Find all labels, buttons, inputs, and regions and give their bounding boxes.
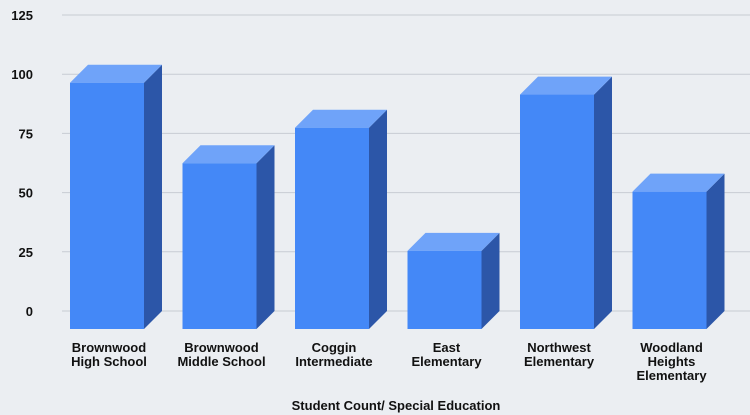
y-tick-label: 125 bbox=[11, 8, 33, 23]
bar-side bbox=[369, 109, 387, 329]
x-category-label: Brownwood High School bbox=[71, 340, 147, 369]
bar bbox=[632, 173, 725, 329]
bar-front bbox=[520, 94, 594, 330]
bar-front bbox=[70, 82, 144, 329]
bar-front bbox=[182, 163, 257, 329]
bar-side bbox=[706, 173, 725, 329]
x-axis-title: Student Count/ Special Education bbox=[292, 398, 501, 413]
y-tick-label: 50 bbox=[19, 186, 33, 201]
bars bbox=[70, 64, 725, 330]
x-category-label: East Elementary bbox=[411, 340, 482, 369]
bar-side bbox=[481, 232, 500, 329]
bar bbox=[520, 76, 612, 330]
y-tick-label: 25 bbox=[19, 245, 33, 260]
bar-front bbox=[407, 250, 482, 329]
bar-top bbox=[182, 145, 275, 164]
bar bbox=[70, 64, 162, 329]
x-category-label: Northwest Elementary bbox=[524, 340, 595, 369]
y-tick-label: 100 bbox=[11, 67, 33, 82]
bar-top bbox=[520, 76, 612, 95]
y-tick-label: 0 bbox=[26, 304, 33, 319]
bar-top bbox=[632, 173, 725, 192]
x-category-label: Woodland Heights Elementary bbox=[636, 340, 707, 383]
y-tick-label: 75 bbox=[19, 126, 33, 141]
x-category-label: Coggin Intermediate bbox=[295, 340, 372, 369]
bar-side bbox=[256, 145, 275, 329]
bar-top bbox=[295, 109, 387, 128]
bar bbox=[182, 145, 275, 329]
y-axis-ticks: 0 25 50 75 100 125 bbox=[11, 8, 33, 319]
x-axis-categories: Brownwood High School Brownwood Middle Scho… bbox=[71, 340, 707, 383]
bar bbox=[295, 109, 387, 329]
bar bbox=[407, 232, 500, 329]
bar-front bbox=[295, 127, 369, 329]
bar-top bbox=[407, 232, 500, 251]
bar-front bbox=[632, 191, 707, 329]
x-category-label: Brownwood Middle School bbox=[177, 340, 265, 369]
bar-side bbox=[594, 76, 612, 330]
bar-side bbox=[144, 64, 162, 329]
bar-top bbox=[70, 64, 162, 83]
